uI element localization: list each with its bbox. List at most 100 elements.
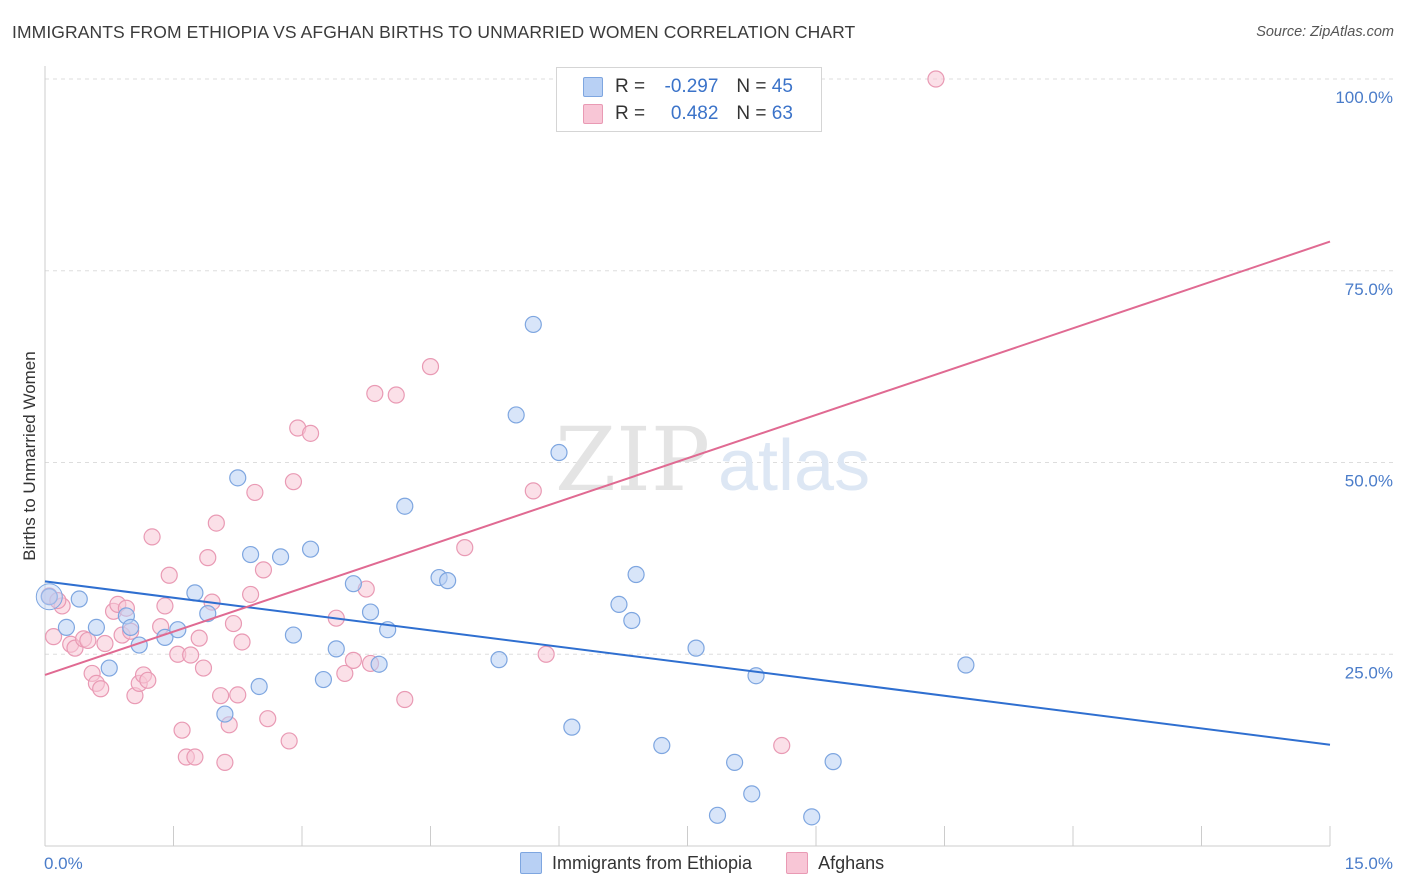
ethiopia-point xyxy=(100,659,118,677)
x-tick-label: 0.0% xyxy=(44,854,83,873)
afghans-point xyxy=(284,473,303,491)
stats-row-ethiopia: R = -0.297 N = 45 xyxy=(583,76,793,98)
afghans-point xyxy=(207,514,225,532)
afghans-point xyxy=(421,358,440,376)
ethiopia-point xyxy=(563,718,581,736)
ethiopia-point xyxy=(122,618,140,637)
ethiopia-point xyxy=(743,785,761,803)
afghans-point xyxy=(44,628,63,646)
ethiopia-point xyxy=(242,545,260,564)
axes xyxy=(44,66,1331,847)
stats-row-afghans: R = 0.482 N = 63 xyxy=(583,103,793,125)
ethiopia-point xyxy=(87,618,106,637)
tick-labels: 25.0% 50.0% 75.0% 100.0% 0.0% 15.0% xyxy=(44,88,1393,873)
ethiopia-point xyxy=(824,753,842,771)
afghans-point xyxy=(156,597,174,615)
ethiopia-point xyxy=(314,670,333,689)
afghans-point xyxy=(190,629,208,647)
afghans-point xyxy=(242,585,260,604)
afghans-point xyxy=(387,386,405,404)
afghans-point xyxy=(199,549,217,567)
y-tick-label: 100.0% xyxy=(1335,88,1393,107)
ethiopia-trend-line xyxy=(44,580,1331,746)
afghans-point xyxy=(224,614,243,633)
watermark: ZIP atlas xyxy=(555,408,870,511)
ethiopia-point xyxy=(550,443,568,462)
legend-item-ethiopia[interactable]: Immigrants from Ethiopia xyxy=(520,852,752,874)
ethiopia-point xyxy=(186,584,204,602)
r-value-afghans: 0.482 xyxy=(670,103,719,124)
ethiopia-point xyxy=(726,753,744,771)
afghans-point xyxy=(212,687,230,705)
r-value-ethiopia: -0.297 xyxy=(664,76,719,97)
ethiopia-swatch xyxy=(583,77,603,97)
afghans-point xyxy=(92,680,110,698)
y-tick-label: 50.0% xyxy=(1345,472,1393,491)
afghans-point xyxy=(186,748,204,766)
afghans-point xyxy=(216,753,234,771)
ethiopia-point xyxy=(199,604,217,623)
n-value-afghans: 63 xyxy=(771,103,793,124)
r-label: R = xyxy=(615,103,646,124)
afghans-point xyxy=(143,528,161,546)
y-tick-label: 75.0% xyxy=(1345,280,1393,299)
ethiopia-point xyxy=(507,406,525,424)
afghans-point xyxy=(139,671,157,689)
afghans-point xyxy=(524,482,542,500)
ethiopia-points xyxy=(35,315,975,826)
legend-label-ethiopia: Immigrants from Ethiopia xyxy=(552,852,753,873)
afghans-point xyxy=(233,633,251,651)
afghans-point xyxy=(79,631,97,650)
r-label: R = xyxy=(615,76,646,97)
n-value-ethiopia: 45 xyxy=(771,76,793,97)
afghans-point xyxy=(246,483,264,502)
ethiopia-point xyxy=(344,575,362,593)
ethiopia-legend-swatch xyxy=(520,852,542,874)
afghans-point xyxy=(96,634,114,653)
afghans-point xyxy=(254,561,273,579)
afghans-point xyxy=(173,721,191,739)
ethiopia-point xyxy=(610,595,628,613)
ethiopia-point xyxy=(490,651,508,669)
ethiopia-point xyxy=(361,603,380,621)
ethiopia-point xyxy=(687,639,705,657)
ethiopia-point xyxy=(370,655,388,673)
afghans-point xyxy=(301,424,320,442)
ethiopia-point xyxy=(803,808,821,826)
afghans-points xyxy=(40,70,945,771)
afghans-point xyxy=(280,732,298,750)
ethiopia-point xyxy=(524,315,542,334)
ethiopia-point xyxy=(229,469,247,487)
source-label: Source: ZipAtlas.com xyxy=(1256,24,1394,40)
afghans-trend-line xyxy=(44,240,1331,676)
ethiopia-point xyxy=(216,705,234,723)
n-label: N = xyxy=(736,76,767,97)
y-tick-label: 25.0% xyxy=(1345,663,1393,682)
ethiopia-point xyxy=(301,540,320,558)
grid-lines xyxy=(45,78,1395,655)
afghans-swatch xyxy=(583,104,603,124)
ethiopia-point xyxy=(396,497,414,515)
afghans-point xyxy=(396,690,414,709)
ethiopia-point xyxy=(957,656,975,674)
afghans-point xyxy=(259,710,277,728)
legend-item-afghans[interactable]: Afghans xyxy=(786,852,884,874)
trend-lines xyxy=(44,240,1331,746)
ethiopia-point xyxy=(623,611,641,630)
ethiopia-point xyxy=(40,588,58,606)
afghans-point xyxy=(194,659,213,677)
y-axis-label: Births to Unmarried Women xyxy=(20,351,39,560)
ethiopia-point xyxy=(70,590,88,608)
ethiopia-point xyxy=(708,806,727,824)
afghans-legend-swatch xyxy=(786,852,809,874)
afghans-point xyxy=(456,539,474,557)
x-tick-label: 15.0% xyxy=(1345,854,1393,873)
series-legend: Immigrants from Ethiopia Afghans xyxy=(520,852,918,874)
afghans-point xyxy=(229,686,247,704)
ethiopia-point xyxy=(271,548,290,566)
afghans-point xyxy=(773,736,791,755)
watermark-atlas: atlas xyxy=(718,426,870,506)
afghans-point xyxy=(366,384,384,403)
ethiopia-point xyxy=(284,626,303,644)
